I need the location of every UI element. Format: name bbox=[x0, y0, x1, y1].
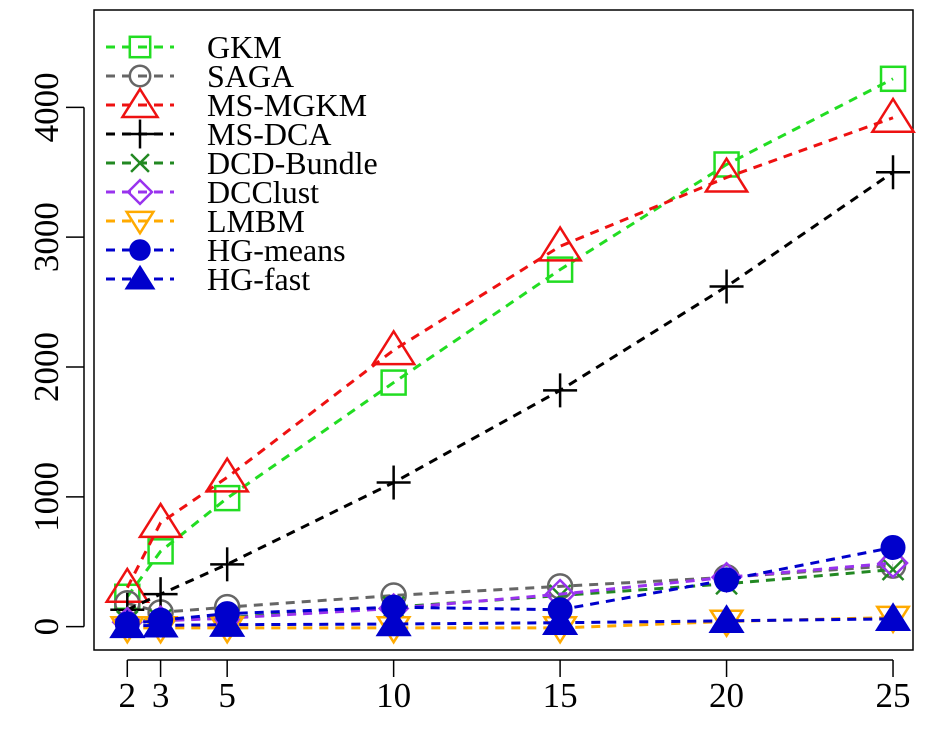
data-point-ms-mgkm bbox=[370, 329, 417, 366]
legend-entry-ms-mgkm: MS-MGKM bbox=[106, 86, 367, 123]
legend-entry-hg-fast: HG-fast bbox=[106, 261, 310, 297]
series-line-hg-means bbox=[127, 545, 894, 626]
legend-marker bbox=[124, 264, 156, 290]
data-point-gkm bbox=[879, 65, 907, 93]
legend-label: DCD-Bundle bbox=[207, 145, 378, 181]
legend-label: MS-DCA bbox=[207, 116, 331, 152]
legend-marker bbox=[130, 153, 150, 173]
legend-entry-dcd-bundle: DCD-Bundle bbox=[106, 145, 378, 181]
data-point-ms-mgkm bbox=[137, 501, 184, 539]
series-line-saga bbox=[126, 564, 894, 614]
data-point-gkm bbox=[213, 484, 241, 512]
data-point-hg-fast bbox=[109, 609, 146, 639]
x-tick-label: 20 bbox=[709, 676, 744, 715]
plot-frame bbox=[93, 9, 914, 651]
data-point-ms-dca bbox=[543, 373, 578, 408]
legend-entry-lmbm: LMBM bbox=[106, 203, 305, 239]
data-point-hg-means bbox=[880, 534, 906, 560]
legend-label: HG-fast bbox=[207, 261, 310, 297]
data-point-hg-fast bbox=[542, 606, 579, 635]
y-tick-label: 4000 bbox=[27, 72, 66, 142]
x-tick-label: 15 bbox=[543, 676, 578, 715]
series-line-ms-mgkm bbox=[125, 116, 894, 589]
legend-label: LMBM bbox=[207, 203, 305, 239]
series-line-gkm bbox=[126, 77, 894, 598]
x-tick-label: 2 bbox=[119, 676, 137, 715]
data-point-ms-mgkm bbox=[870, 96, 916, 134]
x-tick-label: 25 bbox=[876, 676, 911, 715]
data-point-ms-dca bbox=[876, 155, 911, 190]
data-point-ms-dca bbox=[709, 269, 744, 304]
legend-marker bbox=[120, 86, 160, 119]
legend-label: HG-means bbox=[207, 232, 346, 268]
legend-marker bbox=[128, 35, 152, 59]
legend-entry-saga: SAGA bbox=[106, 58, 294, 94]
y-tick-label: 1000 bbox=[27, 462, 66, 532]
data-point-gkm bbox=[380, 369, 407, 396]
data-point-ms-dca bbox=[210, 547, 245, 582]
data-point-hg-means bbox=[714, 567, 740, 593]
data-point-dcclust bbox=[877, 547, 909, 579]
data-point-ms-mgkm bbox=[703, 156, 750, 193]
data-point-ms-mgkm bbox=[537, 225, 583, 262]
legend-marker bbox=[128, 64, 152, 88]
legend-marker bbox=[124, 210, 156, 236]
data-point-hg-fast bbox=[874, 602, 912, 632]
legend-label: DCClust bbox=[207, 174, 319, 210]
legend-label: GKM bbox=[207, 29, 282, 65]
y-tick-label: 3000 bbox=[27, 202, 66, 272]
legend-entry-ms-dca: MS-DCA bbox=[106, 116, 331, 152]
data-point-dcd-bundle bbox=[881, 558, 905, 581]
data-point-ms-mgkm bbox=[204, 456, 251, 493]
x-tick-label: 3 bbox=[152, 676, 170, 715]
data-point-hg-fast bbox=[375, 607, 412, 637]
data-point-hg-fast bbox=[209, 608, 246, 637]
data-point-gkm bbox=[546, 256, 574, 283]
legend-entry-gkm: GKM bbox=[106, 29, 282, 65]
legend-marker bbox=[125, 119, 155, 149]
data-point-hg-fast bbox=[142, 608, 179, 638]
legend-marker bbox=[129, 239, 151, 261]
data-point-gkm bbox=[147, 538, 174, 565]
legend-entry-dcclust: DCClust bbox=[106, 174, 319, 210]
data-point-ms-dca bbox=[376, 465, 411, 500]
y-tick-label: 2000 bbox=[27, 332, 66, 402]
legend-label: SAGA bbox=[207, 58, 294, 94]
legend-entry-hg-means: HG-means bbox=[106, 232, 346, 268]
legend-marker bbox=[126, 178, 154, 206]
legend-label: MS-MGKM bbox=[207, 87, 367, 123]
x-tick-label: 10 bbox=[376, 676, 411, 715]
y-tick-label: 0 bbox=[27, 618, 66, 636]
data-point-hg-fast bbox=[708, 604, 745, 633]
x-tick-label: 5 bbox=[218, 676, 236, 715]
